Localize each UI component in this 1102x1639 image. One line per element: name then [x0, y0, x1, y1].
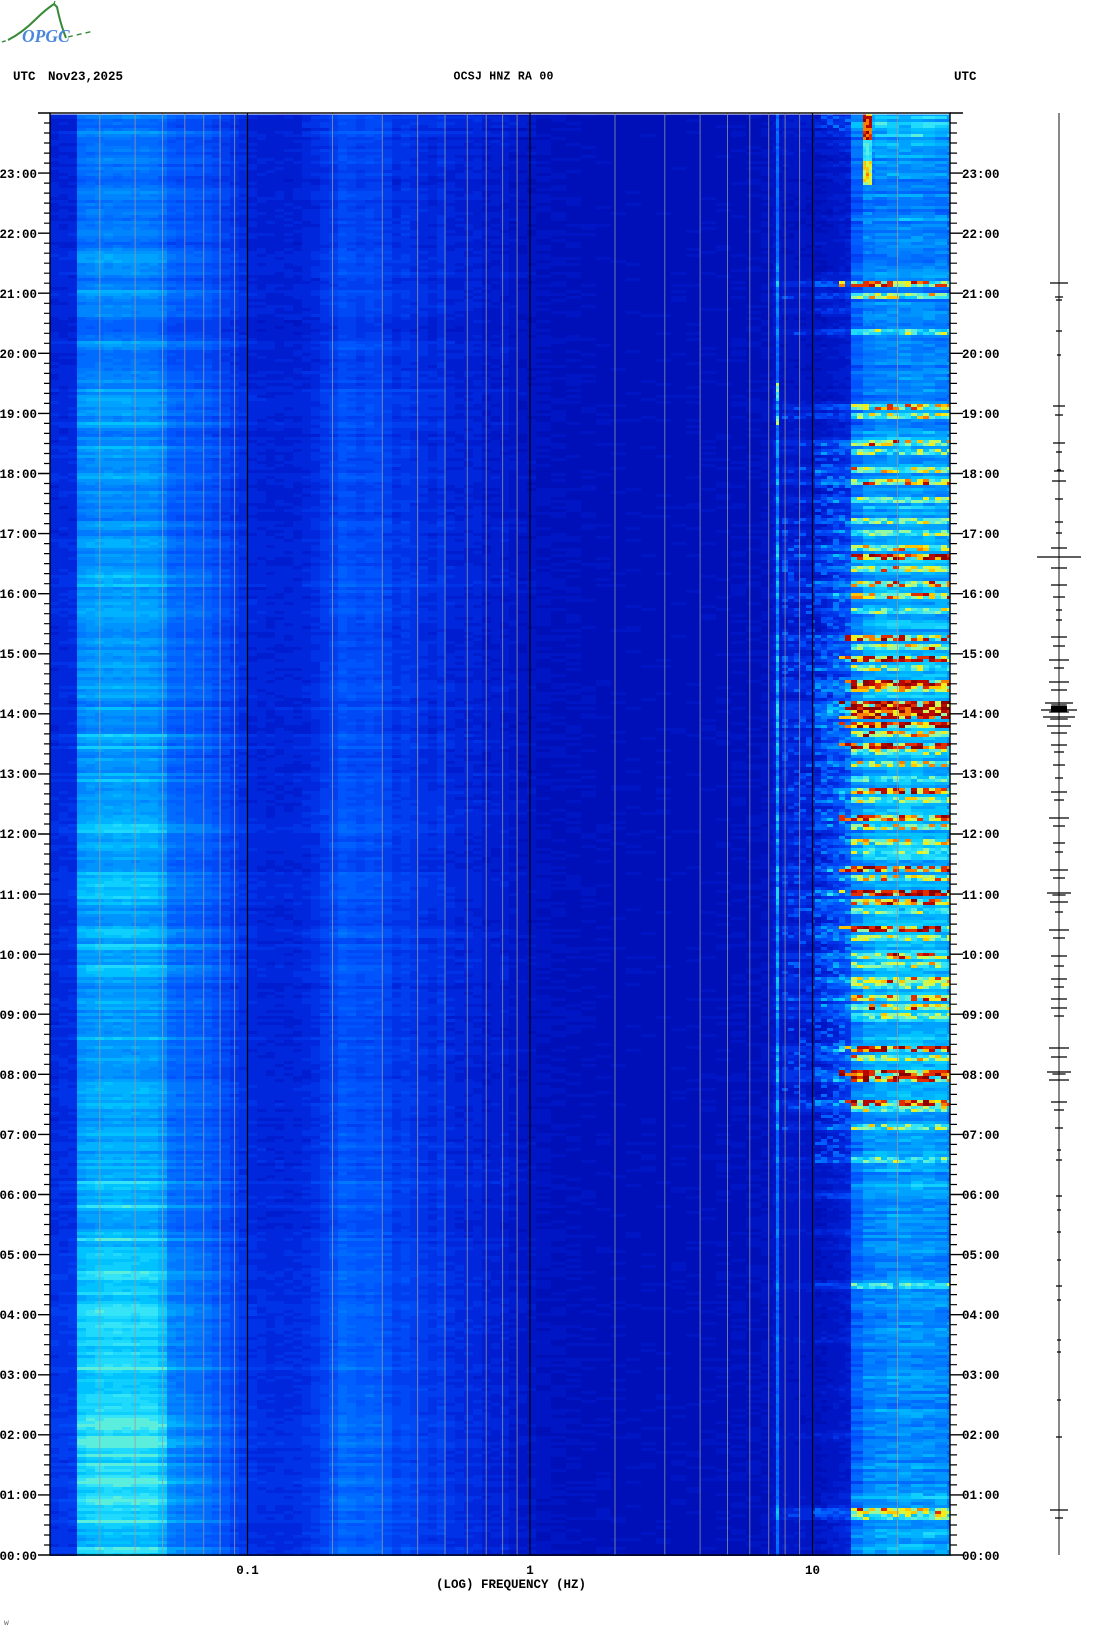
svg-text:05:00: 05:00 — [962, 1249, 1000, 1263]
svg-text:10:00: 10:00 — [0, 949, 37, 963]
svg-text:00:00: 00:00 — [962, 1550, 1000, 1564]
svg-text:10: 10 — [805, 1564, 820, 1578]
svg-text:04:00: 04:00 — [0, 1309, 37, 1323]
svg-text:02:00: 02:00 — [0, 1429, 37, 1443]
svg-text:07:00: 07:00 — [962, 1129, 1000, 1143]
svg-text:15:00: 15:00 — [0, 648, 37, 662]
svg-text:01:00: 01:00 — [962, 1489, 1000, 1503]
svg-text:12:00: 12:00 — [962, 828, 1000, 842]
svg-text:15:00: 15:00 — [962, 648, 1000, 662]
svg-text:18:00: 18:00 — [962, 468, 1000, 482]
svg-text:18:00: 18:00 — [0, 468, 37, 482]
svg-text:06:00: 06:00 — [962, 1189, 1000, 1203]
svg-text:12:00: 12:00 — [0, 828, 37, 842]
svg-text:20:00: 20:00 — [0, 348, 37, 362]
svg-text:(LOG) FREQUENCY (HZ): (LOG) FREQUENCY (HZ) — [436, 1578, 586, 1592]
svg-text:14:00: 14:00 — [0, 708, 37, 722]
svg-text:19:00: 19:00 — [0, 408, 37, 422]
svg-text:06:00: 06:00 — [0, 1189, 37, 1203]
svg-text:19:00: 19:00 — [962, 408, 1000, 422]
svg-text:22:00: 22:00 — [0, 228, 37, 242]
svg-text:05:00: 05:00 — [0, 1249, 37, 1263]
svg-text:03:00: 03:00 — [962, 1369, 1000, 1383]
svg-text:23:00: 23:00 — [962, 168, 1000, 182]
svg-text:16:00: 16:00 — [962, 588, 1000, 602]
svg-text:09:00: 09:00 — [962, 1009, 1000, 1023]
svg-text:13:00: 13:00 — [962, 768, 1000, 782]
svg-text:1: 1 — [526, 1564, 534, 1578]
svg-text:11:00: 11:00 — [0, 889, 37, 903]
svg-text:21:00: 21:00 — [0, 288, 37, 302]
svg-text:08:00: 08:00 — [962, 1069, 1000, 1083]
svg-text:21:00: 21:00 — [962, 288, 1000, 302]
svg-text:OPGC: OPGC — [22, 26, 70, 46]
svg-text:11:00: 11:00 — [962, 889, 1000, 903]
svg-text:17:00: 17:00 — [962, 528, 1000, 542]
svg-text:Nov23,2025: Nov23,2025 — [48, 70, 123, 84]
svg-text:13:00: 13:00 — [0, 768, 37, 782]
svg-text:00:00: 00:00 — [0, 1550, 37, 1564]
svg-text:16:00: 16:00 — [0, 588, 37, 602]
svg-text:08:00: 08:00 — [0, 1069, 37, 1083]
svg-text:OCSJ HNZ RA 00: OCSJ HNZ RA 00 — [454, 71, 554, 84]
svg-text:03:00: 03:00 — [0, 1369, 37, 1383]
svg-text:04:00: 04:00 — [962, 1309, 1000, 1323]
svg-text:23:00: 23:00 — [0, 168, 37, 182]
svg-text:02:00: 02:00 — [962, 1429, 1000, 1443]
svg-text:22:00: 22:00 — [962, 228, 1000, 242]
svg-text:09:00: 09:00 — [0, 1009, 37, 1023]
svg-text:14:00: 14:00 — [962, 708, 1000, 722]
svg-text:UTC: UTC — [13, 70, 36, 84]
svg-text:20:00: 20:00 — [962, 348, 1000, 362]
svg-text:0.1: 0.1 — [236, 1564, 259, 1578]
svg-text:01:00: 01:00 — [0, 1489, 37, 1503]
svg-text:07:00: 07:00 — [0, 1129, 37, 1143]
svg-text:17:00: 17:00 — [0, 528, 37, 542]
svg-text:10:00: 10:00 — [962, 949, 1000, 963]
svg-text:w: w — [4, 1619, 9, 1628]
svg-text:UTC: UTC — [954, 70, 977, 84]
